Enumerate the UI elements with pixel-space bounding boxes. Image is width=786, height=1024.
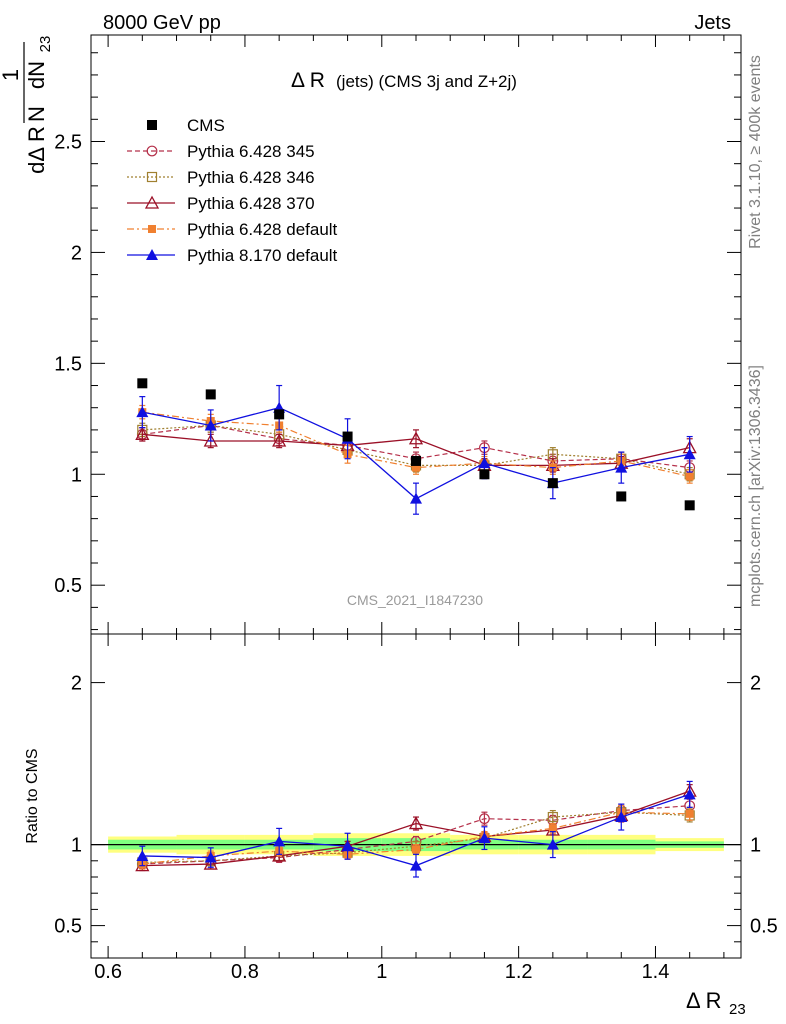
- ratio-y-tick-label-right: 0.5: [750, 916, 778, 938]
- main-cms-point: [137, 378, 148, 389]
- x-tick-label: 1.4: [642, 961, 670, 983]
- ratio-frame: [90, 633, 742, 959]
- main-cms-point: [274, 409, 285, 420]
- ratio-panel: 0.6 0.8 1 1.2 1.4 0.5 0.5 1 1 2 2: [54, 633, 778, 983]
- legend-p345-label: Pythia 6.428 345: [187, 142, 315, 161]
- ratio-plot-data: [135, 780, 697, 878]
- ratio-p346-point: [547, 811, 558, 823]
- xlabel-main: Δ R: [686, 988, 721, 1013]
- ratio-p8def-point: [204, 851, 217, 863]
- mcplots-label: mcplots.cern.ch [arXiv:1306.3436]: [747, 365, 764, 607]
- main-p8def-point: [204, 419, 217, 431]
- plot-title-sub: (jets) (CMS 3j and Z+2j): [336, 72, 517, 91]
- x-tick-label: 1: [376, 961, 387, 983]
- legend-p370-marker: [144, 195, 160, 209]
- x-tick-label: 1.2: [505, 961, 533, 983]
- main-axis-ticks: 0.5 1 1.5 2 2.5: [54, 35, 741, 634]
- ylabel-subscript: 23: [37, 36, 54, 53]
- y-tick-label: 2: [71, 242, 82, 264]
- ratio-p8def-point: [273, 835, 286, 847]
- main-cms-point: [411, 455, 421, 466]
- legend-p6def-marker: [148, 225, 156, 233]
- legend-p8def-label: Pythia 8.170 default: [187, 246, 338, 265]
- main-p6def-point: [685, 472, 694, 481]
- ratio-p6def-point: [685, 809, 694, 818]
- main-panel: 0.5 1 1.5 2 2.5: [54, 34, 742, 635]
- legend: CMS Pythia 6.428 345 Pythia 6.428 346 Pythi…: [127, 116, 338, 265]
- main-plot-data: [135, 378, 697, 515]
- ylabel-one: 1: [0, 69, 23, 81]
- plot-title-main: Δ R: [291, 69, 325, 92]
- ratio-y-tick-label: 1: [71, 835, 82, 857]
- main-p345-line: [142, 424, 690, 469]
- ratio-y-tick-label-right: 2: [750, 673, 761, 695]
- main-cms-point: [616, 491, 627, 502]
- ratio-p370-point: [203, 856, 218, 870]
- ratio-p346-line: [142, 811, 690, 864]
- ratio-p6def-point: [412, 845, 420, 854]
- main-cms-point: [205, 389, 216, 400]
- x-tick-label: 0.8: [231, 961, 259, 983]
- ratio-y-tick-label: 0.5: [54, 916, 82, 938]
- y-tick-label: 1.5: [54, 353, 82, 375]
- main-cms-point: [479, 469, 490, 480]
- ratio-p370-point: [408, 816, 424, 830]
- legend-p346-label: Pythia 6.428 346: [187, 168, 315, 187]
- legend-p346-marker: [146, 171, 158, 183]
- rivet-label: Rivet 3.1.10, ≥ 400k events: [747, 55, 764, 249]
- main-p8def-point: [136, 406, 149, 418]
- ratio-p8def-point: [478, 832, 491, 844]
- main-cms-point: [684, 500, 695, 511]
- legend-p370-label: Pythia 6.428 370: [187, 194, 315, 213]
- y-tick-label: 2.5: [54, 131, 82, 153]
- ratio-p345-point: [479, 813, 490, 825]
- ratio-p8def-point: [683, 788, 696, 800]
- x-axis-label: Δ R 23: [686, 988, 746, 1018]
- ylabel-dn: dN: [24, 61, 49, 89]
- ratio-y-tick-label-right: 1: [750, 835, 761, 857]
- y-tick-label: 0.5: [54, 575, 82, 597]
- ratio-p8def-point: [341, 840, 354, 852]
- ratio-p8def-point: [410, 859, 422, 871]
- plot-title: Δ R (jets) (CMS 3j and Z+2j): [291, 69, 517, 92]
- ratio-axis-ticks: 0.6 0.8 1 1.2 1.4 0.5 0.5 1 1 2 2: [54, 634, 778, 983]
- main-p8def-point: [615, 461, 628, 473]
- main-p370-point: [408, 431, 424, 445]
- legend-cms-label: CMS: [187, 116, 225, 135]
- main-cms-point: [547, 478, 558, 489]
- main-y-axis-label: 1 dN N dΔ R 23: [0, 36, 54, 174]
- legend-p345-marker: [146, 145, 158, 157]
- main-p370-point: [135, 426, 150, 440]
- ratio-p8def-point: [136, 849, 149, 861]
- legend-cms-marker: [147, 120, 157, 130]
- energy-label: 8000 GeV pp: [103, 12, 221, 34]
- main-p370-point: [272, 433, 287, 447]
- analysis-watermark: CMS_2021_I1847230: [347, 592, 483, 608]
- ylabel-ddr: dΔ R: [24, 126, 49, 174]
- ylabel-n: N: [24, 106, 49, 122]
- category-label: Jets: [694, 12, 731, 34]
- main-p6def-point: [412, 463, 420, 472]
- main-p8def-point: [683, 448, 696, 460]
- y-tick-label: 1: [71, 464, 82, 486]
- legend-p6def-label: Pythia 6.428 default: [187, 220, 338, 239]
- legend-p8def-marker: [146, 249, 158, 260]
- xlabel-subscript: 23: [729, 1001, 746, 1018]
- main-p8def-point: [478, 457, 491, 469]
- main-p8def-point: [410, 492, 422, 504]
- x-tick-label: 0.6: [94, 961, 122, 983]
- ratio-p8def-point: [615, 811, 628, 823]
- ratio-y-axis-label: Ratio to CMS: [24, 748, 41, 843]
- ratio-p8def-point: [546, 838, 559, 850]
- ratio-p6def-point: [548, 824, 557, 833]
- ratio-y-tick-label: 2: [71, 673, 82, 695]
- main-cms-point: [342, 431, 353, 442]
